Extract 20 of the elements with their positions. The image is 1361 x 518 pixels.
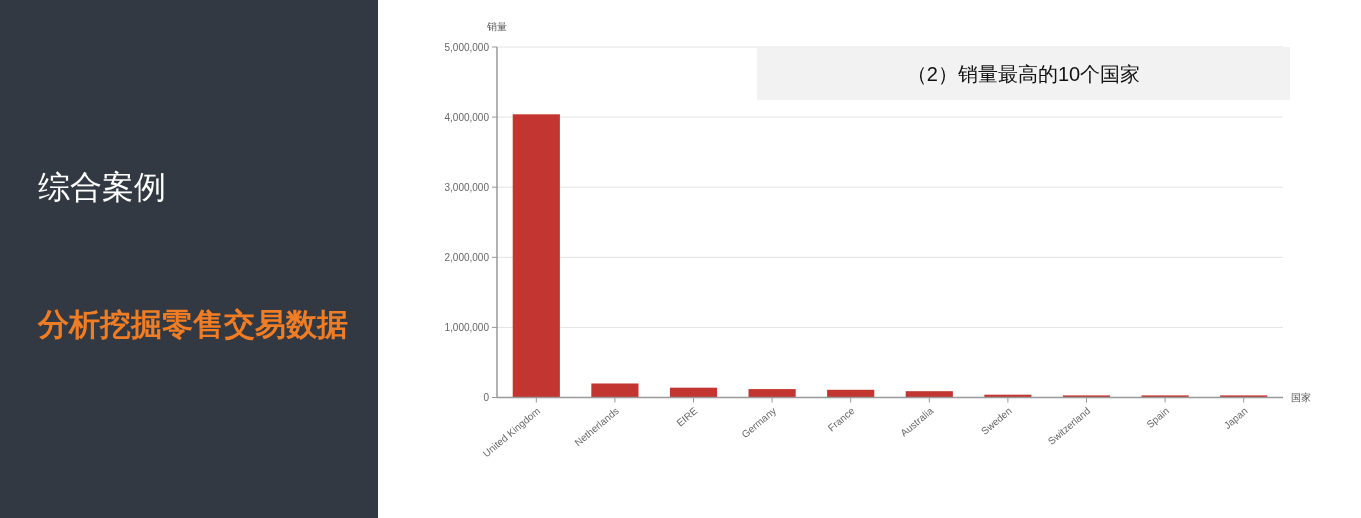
text: 综合案例	[38, 168, 166, 207]
bar	[827, 389, 875, 398]
y-tick-label: 2,000,000	[444, 251, 490, 263]
bar	[1062, 395, 1111, 398]
x-axis-title: 国家	[1291, 392, 1311, 403]
y-tick-label: 4,000,000	[444, 111, 490, 123]
y-tick-label: 3,000,000	[444, 181, 490, 193]
text: 分析挖掘零售交易数据	[38, 306, 349, 344]
text: （2）销量最高的10个国家	[906, 62, 1141, 85]
bar	[512, 114, 560, 398]
y-tick-label: 5,000,000	[444, 41, 490, 53]
bar	[905, 391, 953, 398]
bar	[591, 383, 639, 398]
bar	[1220, 395, 1268, 398]
y-axis-title: 销量	[486, 21, 507, 32]
bar	[748, 389, 796, 398]
bar	[1141, 395, 1189, 398]
y-tick-label: 1,000,000	[444, 321, 490, 333]
bar	[669, 387, 718, 398]
y-tick-label: 0	[483, 392, 490, 403]
